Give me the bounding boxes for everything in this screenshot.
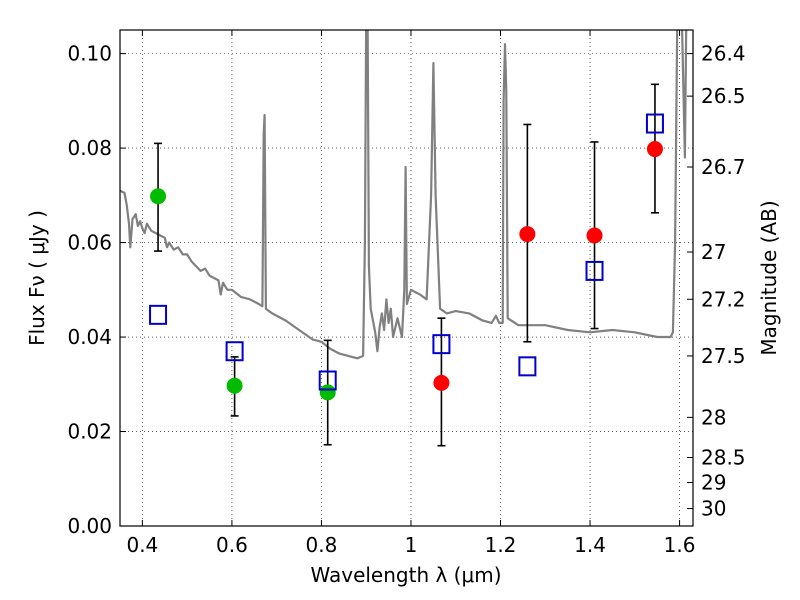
green-point — [226, 377, 243, 394]
blue-square-point — [225, 341, 244, 362]
y2-tick-label: 28.5 — [701, 446, 746, 470]
y-tick-label: 0.08 — [67, 136, 112, 160]
y2-tick-label: 28 — [701, 405, 726, 429]
y2-tick-label: 27.2 — [701, 287, 746, 311]
y-tick-label: 0.00 — [67, 514, 112, 538]
x-tick-label: 1.2 — [485, 533, 517, 557]
x-tick-label: 1 — [405, 533, 418, 557]
x-tick-label: 0.8 — [306, 533, 338, 557]
blue-square-point — [149, 304, 168, 325]
plot-frame — [119, 29, 694, 527]
red-point — [433, 374, 450, 391]
blue-square-point — [518, 356, 537, 377]
green-point — [150, 188, 167, 205]
y2-tick-label: 29 — [701, 471, 726, 495]
marker-layer — [149, 113, 664, 401]
x-ticks: 0.4 0.6 0.8 1 1.2 1.4 1.6 — [126, 30, 695, 557]
y2-axis-label: Magnitude (AB) — [757, 200, 781, 355]
blue-square-point — [585, 260, 604, 281]
grid-lines — [120, 30, 693, 527]
spectrum-layer — [120, 30, 688, 360]
x-tick-label: 0.6 — [216, 533, 248, 557]
y-tick-label: 0.10 — [67, 42, 112, 66]
y-axis-label: Flux Fν ( μJy ) — [25, 210, 49, 346]
red-point — [519, 226, 536, 243]
y2-tick-label: 26.7 — [701, 155, 746, 179]
y2-tick-label: 30 — [701, 497, 726, 521]
y-tick-label: 0.02 — [67, 420, 112, 444]
red-point — [586, 227, 603, 244]
y2-tick-label: 26.4 — [701, 42, 746, 66]
blue-square-point — [645, 113, 664, 134]
y-tick-label: 0.04 — [67, 325, 112, 349]
blue-square-point — [318, 370, 337, 391]
y2-tick-label: 27 — [701, 240, 726, 264]
y2-tick-label: 26.5 — [701, 84, 746, 108]
x-tick-label: 1.6 — [664, 533, 696, 557]
x-axis-label: Wavelength λ (μm) — [310, 563, 501, 587]
x-tick-label: 0.4 — [126, 533, 158, 557]
green-point — [319, 384, 336, 401]
red-point — [646, 141, 663, 158]
blue-square-point — [432, 334, 451, 355]
spectrum-line — [120, 30, 688, 360]
y2-tick-label: 27.5 — [701, 344, 746, 368]
y-tick-label: 0.06 — [67, 231, 112, 255]
y-ticks: 0.00 0.02 0.04 0.06 0.08 0.10 — [67, 42, 126, 538]
x-tick-label: 1.4 — [574, 533, 606, 557]
